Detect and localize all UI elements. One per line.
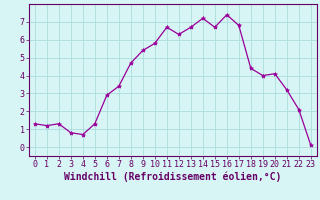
X-axis label: Windchill (Refroidissement éolien,°C): Windchill (Refroidissement éolien,°C) (64, 172, 282, 182)
